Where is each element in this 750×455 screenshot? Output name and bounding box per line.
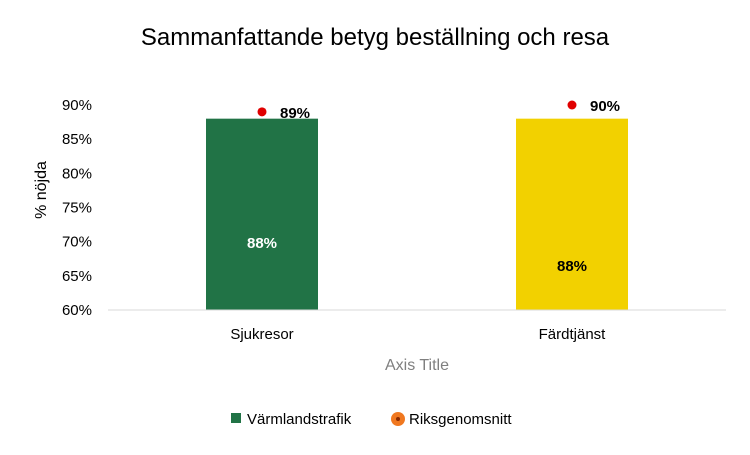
bar xyxy=(206,118,318,311)
legend-swatch-varmlandstrafik xyxy=(231,413,241,423)
y-tick-label: 80% xyxy=(62,165,92,182)
x-axis-label: Axis Title xyxy=(385,357,449,374)
category-labels: Sjukresor Färdtjänst xyxy=(230,326,606,343)
marker-data-label: 89% xyxy=(280,105,310,122)
y-axis-label: % nöjda xyxy=(33,161,50,219)
category-label: Sjukresor xyxy=(230,326,293,343)
legend-label-riksgenomsnitt: Riksgenomsnitt xyxy=(409,411,512,428)
chart-title: Sammanfattande betyg beställning och res… xyxy=(141,24,610,51)
category-label: Färdtjänst xyxy=(539,326,607,343)
y-tick-label: 90% xyxy=(62,97,92,114)
bar xyxy=(516,118,628,311)
legend-label-varmlandstrafik: Värmlandstrafik xyxy=(247,411,352,428)
marker-point xyxy=(567,100,577,110)
y-tick-labels: 60% 65% 70% 75% 80% 85% 90% xyxy=(62,97,92,319)
marker-data-label: 90% xyxy=(590,98,620,115)
bar-data-label: 88% xyxy=(247,235,277,252)
y-tick-label: 75% xyxy=(62,200,92,217)
bars: 88% 88% xyxy=(206,118,628,311)
y-tick-label: 85% xyxy=(62,131,92,148)
y-tick-label: 70% xyxy=(62,234,92,251)
legend: Värmlandstrafik Riksgenomsnitt xyxy=(231,411,512,428)
y-tick-label: 60% xyxy=(62,302,92,319)
marker-point xyxy=(257,107,267,117)
bar-data-label: 88% xyxy=(557,258,587,275)
legend-marker-center xyxy=(396,417,400,421)
y-tick-label: 65% xyxy=(62,268,92,285)
markers: 89% 90% xyxy=(257,98,620,122)
